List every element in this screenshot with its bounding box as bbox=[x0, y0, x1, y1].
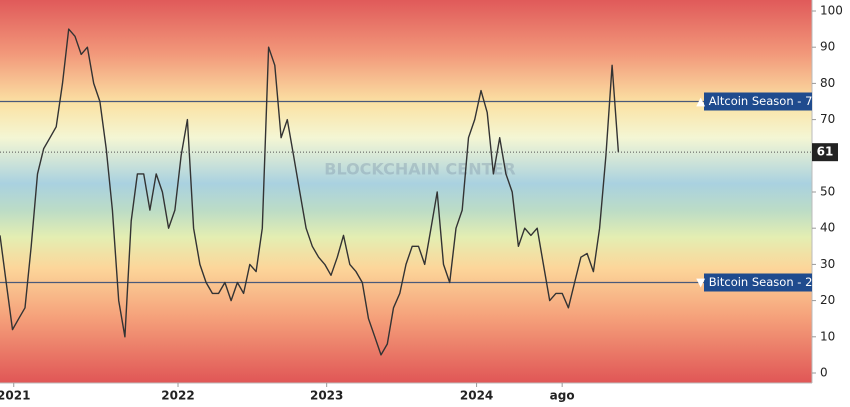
y-tick-label: 10 bbox=[820, 329, 835, 343]
watermark: BLOCKCHAIN CENTER bbox=[324, 160, 516, 179]
y-tick-label: 90 bbox=[820, 40, 835, 54]
threshold-badge bbox=[704, 273, 812, 292]
y-tick-label: 30 bbox=[820, 257, 835, 271]
x-tick-label: 2024 bbox=[460, 389, 493, 403]
threshold-label: ▲ Altcoin Season - 75 bbox=[696, 94, 819, 108]
y-tick-label: 40 bbox=[820, 221, 835, 235]
y-tick-label: 100 bbox=[820, 4, 843, 18]
plot-background bbox=[0, 0, 812, 383]
last-value-badge bbox=[812, 143, 838, 162]
y-tick-label: 0 bbox=[820, 366, 828, 380]
x-tick-label: 2021 bbox=[0, 389, 30, 403]
x-tick-label: 2023 bbox=[310, 389, 343, 403]
threshold-badge bbox=[704, 92, 812, 111]
x-tick-label: 2022 bbox=[161, 389, 194, 403]
y-tick-label: 20 bbox=[820, 293, 835, 307]
y-tick-label: 70 bbox=[820, 112, 835, 126]
last-value-label: 61 bbox=[817, 145, 834, 159]
y-tick-label: 50 bbox=[820, 185, 835, 199]
y-tick-label: 80 bbox=[820, 76, 835, 90]
series-line bbox=[0, 28, 620, 356]
x-tick-label: ago bbox=[550, 389, 575, 403]
threshold-label: ▼ Bitcoin Season - 25 bbox=[696, 275, 819, 289]
